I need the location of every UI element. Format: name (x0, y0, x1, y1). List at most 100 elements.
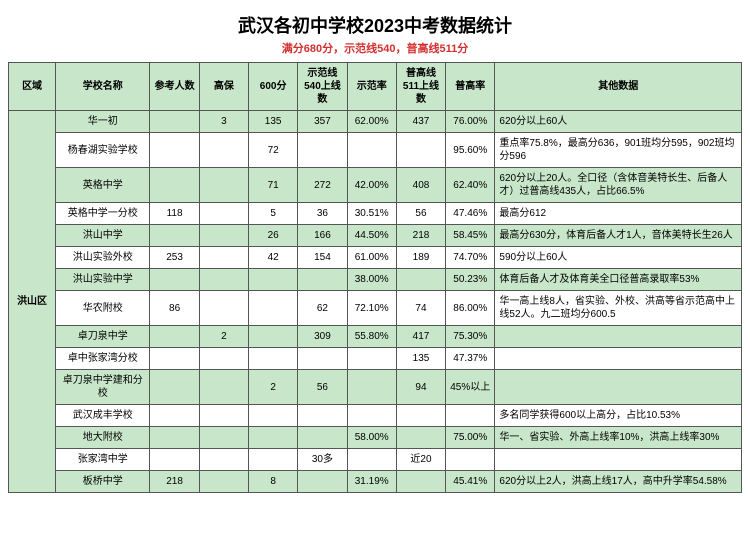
cell-count (150, 370, 199, 405)
cell-demorate: 72.10% (347, 291, 396, 326)
cell-other: 620分以上60人 (495, 111, 742, 133)
cell-pu511: 56 (396, 203, 445, 225)
header-row: 区域 学校名称 参考人数 高保 600分 示范线540上线数 示范率 普高线51… (9, 63, 742, 111)
cell-pu511: 189 (396, 247, 445, 269)
table-row: 武汉成丰学校 多名同学获得600以上高分，占比10.53% (9, 405, 742, 427)
cell-count (150, 348, 199, 370)
cell-demo540: 56 (298, 370, 347, 405)
cell-other: 最高分630分，体育后备人才1人，音体美特长生26人 (495, 225, 742, 247)
cell-demorate (347, 449, 396, 471)
cell-gaobao (199, 471, 248, 493)
cell-other: 华一、省实验、外高上线率10%，洪高上线率30% (495, 427, 742, 449)
cell-purate: 74.70% (446, 247, 495, 269)
th-other: 其他数据 (495, 63, 742, 111)
cell-pu511: 437 (396, 111, 445, 133)
cell-pu511: 135 (396, 348, 445, 370)
cell-count (150, 225, 199, 247)
cell-s600: 2 (249, 370, 298, 405)
cell-count (150, 168, 199, 203)
cell-purate: 58.45% (446, 225, 495, 247)
th-region: 区域 (9, 63, 56, 111)
cell-school: 英格中学 (56, 168, 150, 203)
cell-s600 (249, 348, 298, 370)
cell-demo540: 272 (298, 168, 347, 203)
cell-school: 卓中张家湾分校 (56, 348, 150, 370)
table-row: 张家湾中学30多近20 (9, 449, 742, 471)
cell-pu511: 417 (396, 326, 445, 348)
cell-gaobao (199, 225, 248, 247)
cell-gaobao (199, 168, 248, 203)
cell-demo540 (298, 133, 347, 168)
cell-demo540 (298, 471, 347, 493)
cell-school: 卓刀泉中学 (56, 326, 150, 348)
cell-school: 华农附校 (56, 291, 150, 326)
cell-pu511: 218 (396, 225, 445, 247)
cell-other (495, 370, 742, 405)
cell-demorate: 31.19% (347, 471, 396, 493)
cell-gaobao (199, 370, 248, 405)
data-table: 区域 学校名称 参考人数 高保 600分 示范线540上线数 示范率 普高线51… (8, 62, 742, 493)
page-subtitle: 满分680分，示范线540，普高线511分 (8, 40, 742, 56)
cell-count (150, 326, 199, 348)
cell-other: 重点率75.8%，最高分636，901班均分595，902班均分596 (495, 133, 742, 168)
cell-other: 620分以上20人。全口径（含体音美特长生、后备人才）过普高线435人，占比66… (495, 168, 742, 203)
cell-pu511 (396, 427, 445, 449)
cell-purate: 45%以上 (446, 370, 495, 405)
cell-other: 多名同学获得600以上高分，占比10.53% (495, 405, 742, 427)
cell-count (150, 449, 199, 471)
cell-demo540: 154 (298, 247, 347, 269)
cell-demorate (347, 348, 396, 370)
cell-purate: 45.41% (446, 471, 495, 493)
cell-demorate: 58.00% (347, 427, 396, 449)
cell-gaobao (199, 247, 248, 269)
cell-gaobao: 3 (199, 111, 248, 133)
cell-count: 118 (150, 203, 199, 225)
cell-other: 体育后备人才及体育美全口径普高录取率53% (495, 269, 742, 291)
cell-demorate: 42.00% (347, 168, 396, 203)
cell-s600 (249, 405, 298, 427)
cell-other (495, 449, 742, 471)
cell-s600 (249, 427, 298, 449)
cell-s600: 26 (249, 225, 298, 247)
cell-other: 590分以上60人 (495, 247, 742, 269)
cell-count: 86 (150, 291, 199, 326)
cell-school: 武汉成丰学校 (56, 405, 150, 427)
cell-gaobao (199, 405, 248, 427)
cell-other: 最高分612 (495, 203, 742, 225)
cell-demo540 (298, 348, 347, 370)
cell-pu511: 74 (396, 291, 445, 326)
cell-demorate: 44.50% (347, 225, 396, 247)
cell-purate (446, 449, 495, 471)
th-demo540: 示范线540上线数 (298, 63, 347, 111)
cell-demo540 (298, 427, 347, 449)
cell-purate: 86.00% (446, 291, 495, 326)
cell-demo540: 62 (298, 291, 347, 326)
cell-demorate (347, 370, 396, 405)
cell-demorate (347, 133, 396, 168)
cell-school: 洪山中学 (56, 225, 150, 247)
cell-gaobao (199, 348, 248, 370)
cell-demorate: 30.51% (347, 203, 396, 225)
cell-gaobao (199, 269, 248, 291)
table-row: 卓中张家湾分校13547.37% (9, 348, 742, 370)
table-row: 洪山中学2616644.50%21858.45%最高分630分，体育后备人才1人… (9, 225, 742, 247)
cell-demo540: 36 (298, 203, 347, 225)
cell-other: 华一高上线8人，省实验、外校、洪高等省示范高中上线52人。九二班均分600.5 (495, 291, 742, 326)
cell-count (150, 111, 199, 133)
th-600: 600分 (249, 63, 298, 111)
th-demorate: 示范率 (347, 63, 396, 111)
cell-other (495, 348, 742, 370)
cell-purate: 62.40% (446, 168, 495, 203)
cell-other (495, 326, 742, 348)
cell-demorate (347, 405, 396, 427)
cell-s600: 5 (249, 203, 298, 225)
cell-other: 620分以上2人，洪高上线17人，高中升学率54.58% (495, 471, 742, 493)
cell-purate: 47.46% (446, 203, 495, 225)
cell-count (150, 427, 199, 449)
cell-demorate: 62.00% (347, 111, 396, 133)
cell-school: 杨春湖实验学校 (56, 133, 150, 168)
cell-count (150, 269, 199, 291)
cell-pu511: 近20 (396, 449, 445, 471)
cell-school: 洪山实验中学 (56, 269, 150, 291)
cell-s600: 72 (249, 133, 298, 168)
